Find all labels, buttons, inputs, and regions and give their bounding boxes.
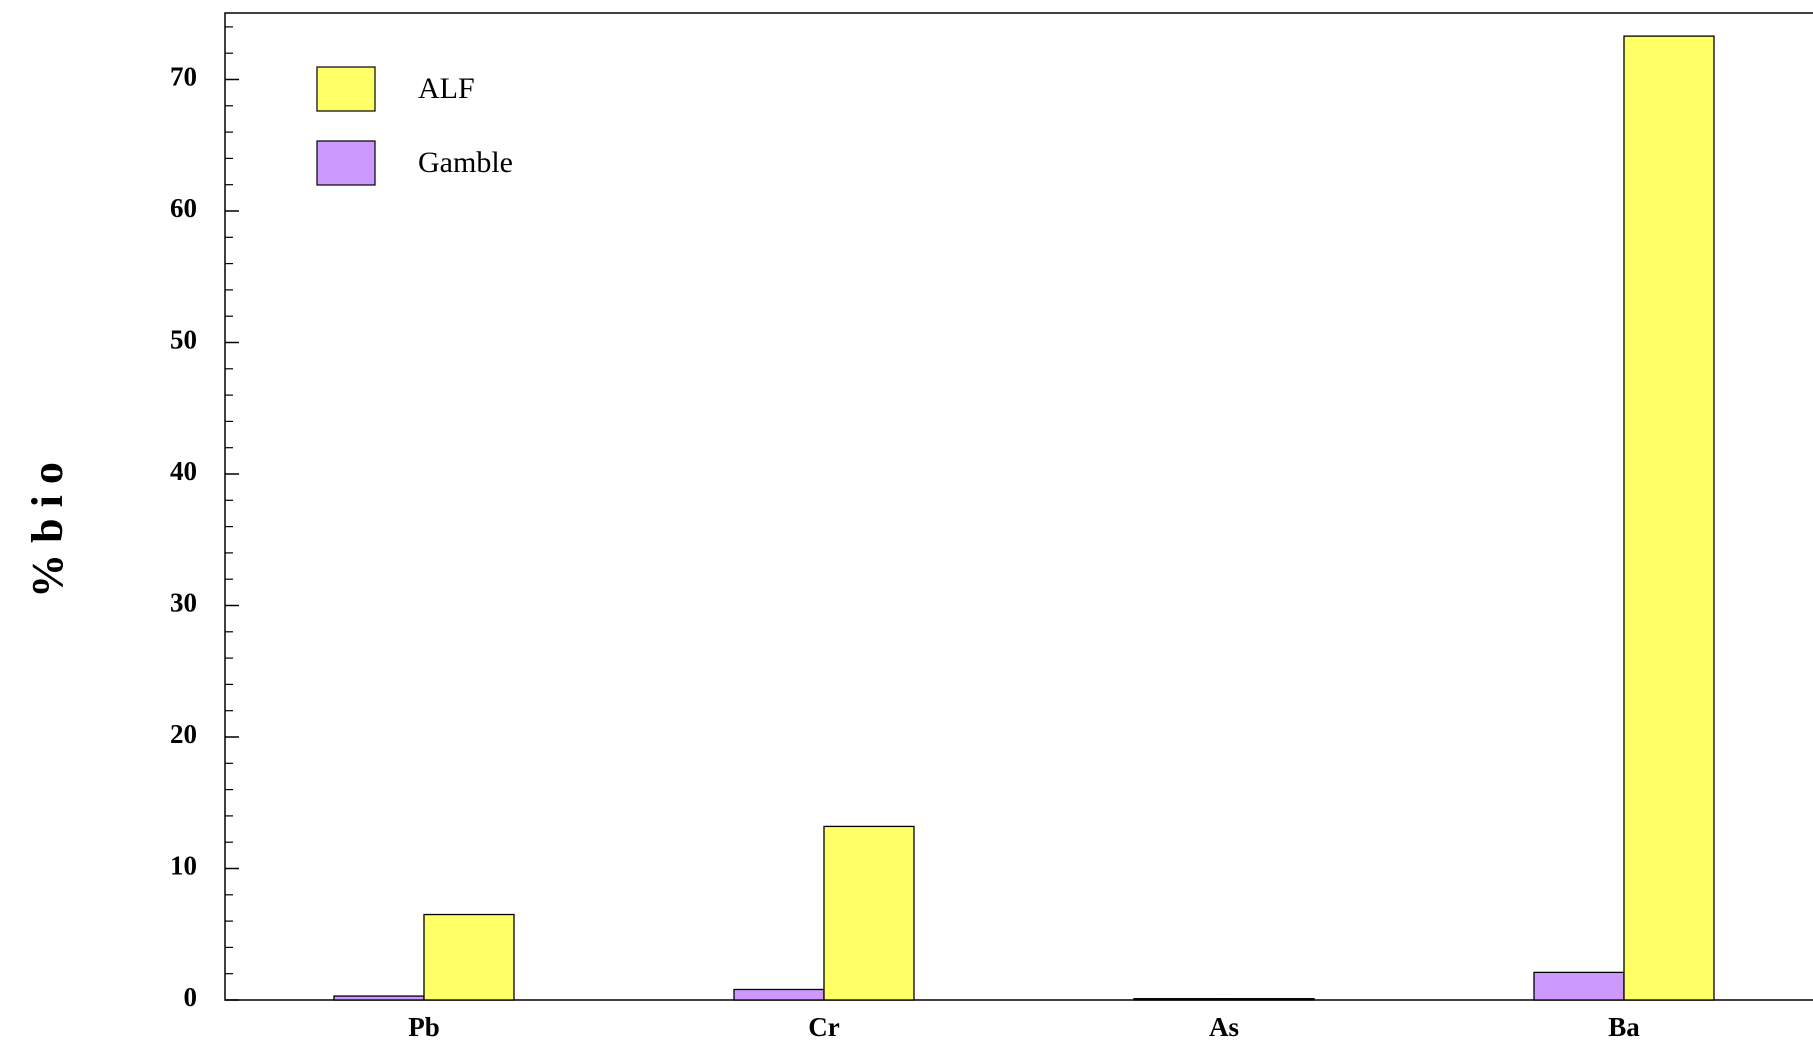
- bar-gamble-as: [1133, 998, 1225, 1001]
- x-tick-label: Pb: [408, 1012, 440, 1042]
- y-tick-label: 60: [170, 193, 197, 223]
- bar-alf-pb: [423, 913, 515, 1001]
- bar-gamble-ba: [1533, 971, 1625, 1001]
- x-axis: Pb Cr As Ba: [408, 1012, 1640, 1042]
- legend-label: ALF: [418, 72, 475, 105]
- x-tick-label: Ba: [1608, 1012, 1640, 1042]
- y-axis: 0 10 20 30 40 50 60 70: [170, 26, 239, 1012]
- bar-gamble-pb: [333, 995, 425, 1001]
- bar-gamble-cr: [733, 988, 825, 1001]
- bar-alf-cr: [823, 825, 915, 1001]
- y-tick-label: 70: [170, 62, 197, 92]
- legend: ALF Gamble: [316, 66, 513, 186]
- y-tick-label: 50: [170, 325, 197, 355]
- bar-alf-as: [1223, 998, 1315, 1001]
- y-tick-label: 30: [170, 588, 197, 618]
- bar-alf-ba: [1623, 35, 1715, 1001]
- y-axis-label: % b i o: [23, 462, 72, 598]
- bars: [333, 35, 1715, 1001]
- y-tick-label: 20: [170, 719, 197, 749]
- y-tick-label: 10: [170, 851, 197, 881]
- plot-frame: [224, 12, 1813, 1001]
- x-tick-label: Cr: [808, 1012, 839, 1042]
- y-tick-label: 40: [170, 456, 197, 486]
- x-tick-label: As: [1209, 1012, 1239, 1042]
- legend-label: Gamble: [418, 146, 513, 179]
- y-tick-label: 0: [184, 982, 198, 1012]
- legend-swatch: [316, 140, 376, 186]
- legend-swatch: [316, 66, 376, 112]
